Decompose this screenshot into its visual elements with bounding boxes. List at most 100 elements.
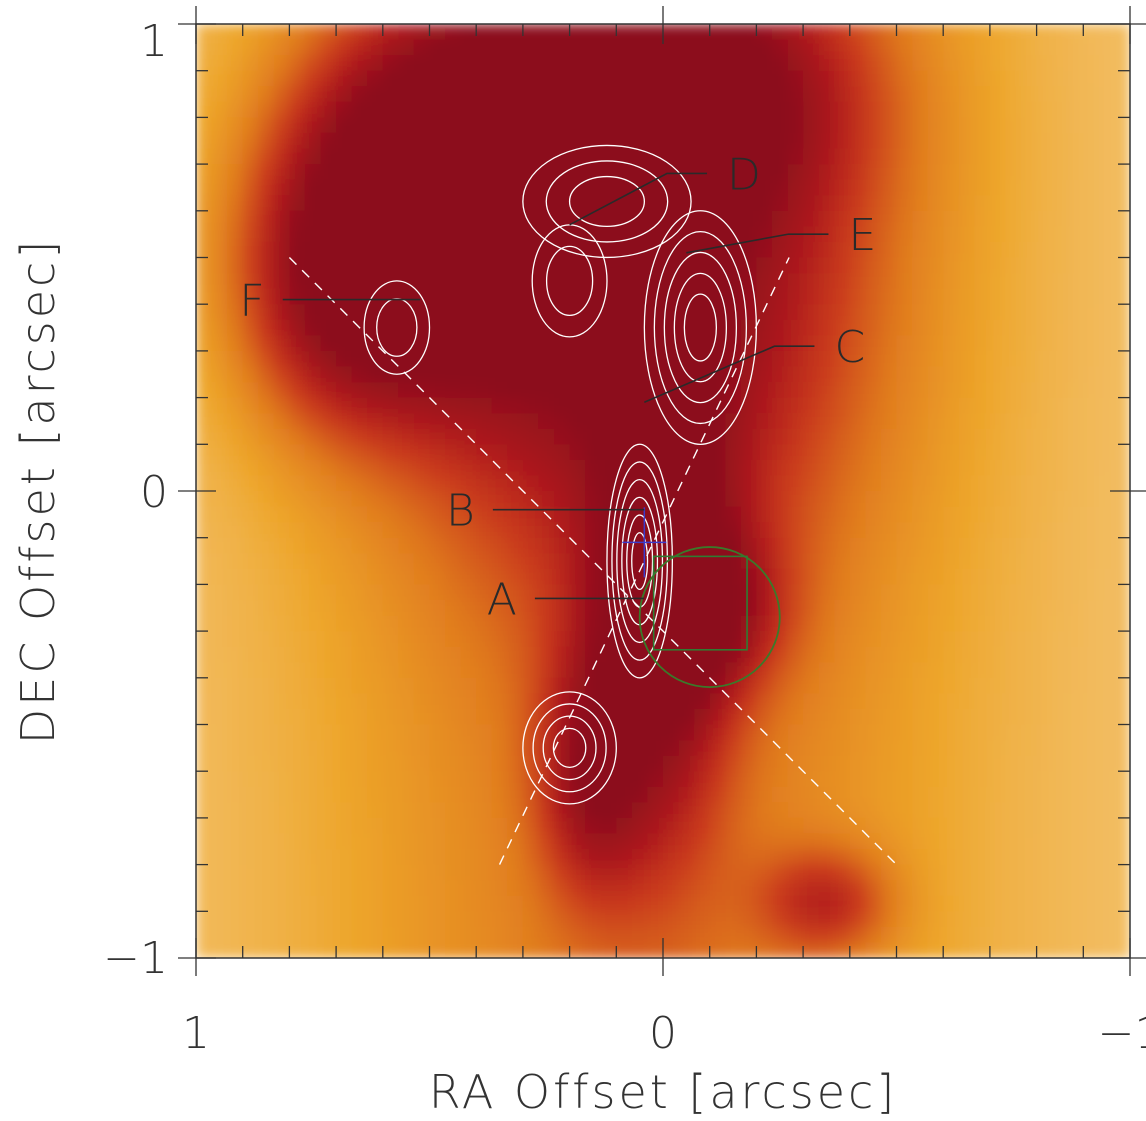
heatmap-cell (320, 553, 337, 570)
heatmap-cell (569, 677, 586, 694)
heatmap-cell (694, 288, 711, 305)
heatmap-cell (647, 708, 664, 726)
heatmap-cell (242, 864, 259, 881)
heatmap-cell (1005, 241, 1022, 259)
heatmap-cell (273, 849, 290, 866)
heatmap-cell (725, 226, 742, 243)
heatmap-cell (522, 880, 540, 897)
heatmap-cell (585, 86, 602, 103)
heatmap-cell (429, 101, 446, 118)
heatmap-cell (709, 257, 726, 274)
heatmap-cell (1114, 273, 1130, 290)
heatmap-cell (787, 615, 804, 632)
heatmap-cell (304, 319, 322, 336)
heatmap-cell (896, 257, 913, 274)
heatmap-cell (554, 662, 571, 679)
heatmap-cell (1067, 833, 1084, 850)
heatmap-cell (460, 833, 477, 850)
heatmap-cell (912, 786, 929, 803)
heatmap-cell (631, 288, 649, 305)
heatmap-cell (880, 724, 898, 741)
heatmap-cell (989, 195, 1007, 212)
heatmap-cell (538, 397, 555, 414)
heatmap-cell (600, 662, 617, 679)
heatmap-cell (1052, 553, 1069, 570)
heatmap-cell (1036, 164, 1053, 181)
heatmap-cell (600, 241, 617, 259)
heatmap-cell (196, 413, 213, 430)
heatmap-cell (491, 241, 508, 259)
heatmap-cell (818, 257, 835, 274)
heatmap-cell (740, 646, 757, 663)
heatmap-cell (289, 880, 306, 897)
heatmap-cell (382, 631, 399, 648)
heatmap-cell (522, 428, 540, 445)
heatmap-cell (585, 55, 602, 72)
heatmap-cell (429, 413, 446, 430)
heatmap-cell (320, 117, 337, 134)
heatmap-cell (445, 288, 462, 305)
heatmap-cell (413, 257, 431, 274)
heatmap-cell (631, 164, 649, 181)
heatmap-cell (507, 631, 524, 648)
heatmap-cell (694, 335, 711, 352)
heatmap-cell (211, 257, 228, 274)
heatmap-cell (445, 24, 462, 41)
heatmap-cell (320, 132, 337, 150)
heatmap-cell (756, 662, 773, 679)
heatmap-cell (585, 522, 602, 539)
heatmap-cell (896, 288, 913, 305)
heatmap-cell (771, 304, 789, 321)
heatmap-cell (989, 39, 1007, 56)
heatmap-cell (522, 537, 540, 554)
heatmap-cell (663, 506, 680, 523)
heatmap-cell (1036, 117, 1053, 134)
heatmap-cell (958, 786, 975, 803)
heatmap-cell (554, 428, 571, 445)
heatmap-cell (367, 55, 384, 72)
heatmap-cell (445, 241, 462, 259)
heatmap-cell (258, 335, 275, 352)
heatmap-cell (382, 164, 399, 181)
heatmap-cell (227, 771, 244, 788)
heatmap-cell (818, 366, 835, 383)
heatmap-cell (242, 288, 259, 305)
heatmap-cell (569, 101, 586, 118)
heatmap-cell (725, 304, 742, 321)
heatmap-cell (616, 475, 633, 492)
heatmap-cell (1052, 366, 1069, 383)
heatmap-cell (289, 553, 306, 570)
heatmap-cell (1098, 693, 1116, 710)
heatmap-cell (1036, 39, 1053, 56)
heatmap-cell (476, 677, 493, 694)
heatmap-cell (476, 537, 493, 554)
heatmap-cell (1036, 817, 1053, 835)
heatmap-cell (787, 335, 804, 352)
heatmap-cell (756, 708, 773, 726)
heatmap-cell (351, 724, 368, 741)
heatmap-cell (413, 70, 431, 87)
heatmap-cell (522, 599, 540, 617)
heatmap-cell (803, 740, 820, 757)
heatmap-cell (242, 755, 259, 772)
heatmap-cell (1036, 319, 1053, 336)
heatmap-cell (585, 631, 602, 648)
heatmap-cell (896, 786, 913, 803)
heatmap-cell (803, 304, 820, 321)
dashed-line-1 (498, 257, 790, 865)
heatmap-cell (398, 70, 415, 87)
heatmap-cell (663, 366, 680, 383)
heatmap-cell (522, 849, 540, 866)
heatmap-cell (1083, 926, 1100, 944)
heatmap-cell (849, 241, 866, 259)
contour-1-level-0 (522, 144, 692, 259)
heatmap-cell (491, 895, 508, 912)
heatmap-cell (336, 24, 353, 41)
heatmap-cell (211, 117, 228, 134)
heatmap-cell (569, 740, 586, 757)
heatmap-cell (740, 833, 757, 850)
heatmap-cell (196, 895, 213, 912)
heatmap-cell (1052, 39, 1069, 56)
heatmap-cell (258, 537, 275, 554)
heatmap-cell (1114, 646, 1130, 663)
